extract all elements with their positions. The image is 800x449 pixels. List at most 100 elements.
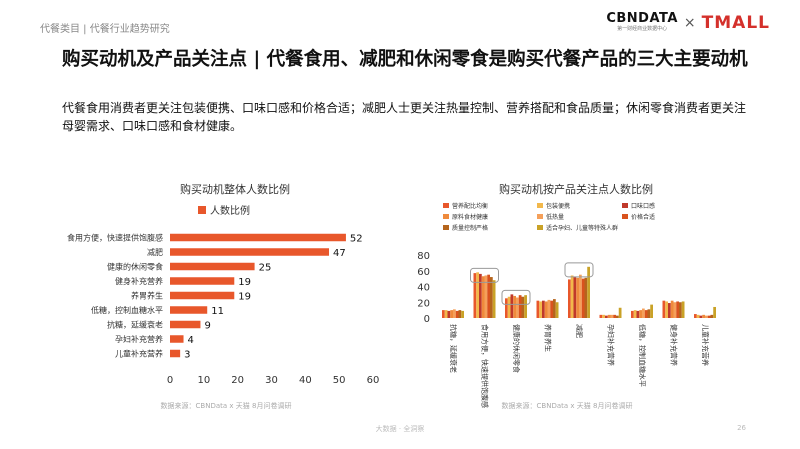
logo-separator: × bbox=[683, 14, 696, 31]
chart1-data-label: 52 bbox=[350, 234, 363, 245]
chart2-legend-swatch bbox=[622, 203, 628, 208]
chart2-bar bbox=[450, 310, 453, 318]
chart1-x-tick-label: 10 bbox=[197, 375, 210, 386]
chart1-legend-swatch bbox=[198, 206, 206, 214]
chart2-bar bbox=[696, 314, 700, 318]
chart2-bar bbox=[444, 310, 448, 318]
chart2-legend-label: 包装便携 bbox=[546, 202, 570, 210]
page-number: 26 bbox=[737, 424, 746, 432]
chart1-data-label: 4 bbox=[188, 335, 194, 346]
chart2-bar bbox=[679, 302, 682, 318]
chart2-legend-label: 适合孕妇、儿童等特殊人群 bbox=[546, 224, 618, 232]
chart2-bar bbox=[607, 314, 611, 318]
chart1-category-label: 食用方便，快速提供饱腹感 bbox=[67, 233, 163, 243]
chart1-title: 购买动机整体人数比例 bbox=[180, 182, 290, 196]
cbndata-logo-text: CBNDATA bbox=[606, 11, 678, 26]
chart2-bar bbox=[579, 274, 582, 318]
chart2-bar bbox=[676, 301, 679, 318]
chart2-bar bbox=[605, 315, 608, 318]
chart1-bar bbox=[170, 349, 181, 358]
chart2-bar bbox=[644, 310, 648, 318]
chart1-data-label: 9 bbox=[204, 321, 210, 332]
chart2-bar bbox=[484, 275, 488, 318]
footer-slogan: 大数据 · 全洞察 bbox=[375, 425, 425, 433]
chart2-legend-label: 口味口感 bbox=[631, 202, 655, 210]
chart2-bar bbox=[550, 300, 553, 318]
chart2-highlight-box bbox=[470, 267, 499, 283]
chart1-legend-label: 人数比例 bbox=[210, 204, 250, 217]
chart1-bar bbox=[170, 262, 255, 271]
chart2-bar bbox=[681, 301, 685, 318]
chart2-highlight-box bbox=[564, 262, 594, 278]
chart2-bar bbox=[518, 295, 522, 318]
chart2-bar bbox=[447, 310, 451, 318]
chart2-bar bbox=[568, 279, 571, 318]
chart2-bar bbox=[510, 294, 514, 318]
chart1-data-label: 11 bbox=[211, 306, 224, 317]
breadcrumb: 代餐类目 | 代餐行业趋势研究 bbox=[40, 24, 170, 35]
chart2-bar bbox=[473, 273, 477, 318]
chart2-legend-swatch bbox=[443, 203, 449, 208]
chart1-x-tick-label: 60 bbox=[367, 375, 380, 386]
chart2-bar bbox=[544, 301, 548, 318]
chart2-bar bbox=[702, 314, 705, 318]
chart2-category-label: 抗糖，延缓衰老 bbox=[449, 324, 458, 373]
chart2-bar bbox=[492, 280, 496, 318]
chart2-bar bbox=[453, 309, 456, 318]
chart2-bar bbox=[650, 304, 653, 318]
chart2-source-note: 数据来源：CBNData x 天猫 8月问卷调研 bbox=[502, 401, 633, 410]
chart2-y-tick-label: 60 bbox=[417, 267, 430, 278]
chart1-bar bbox=[170, 306, 208, 314]
chart2-bar bbox=[481, 276, 485, 318]
chart2-bar bbox=[516, 297, 519, 318]
chart2-bar bbox=[631, 310, 634, 318]
chart2-legend-swatch bbox=[443, 214, 449, 219]
chart2-category-label: 低糖，控制血糖水平 bbox=[638, 324, 647, 387]
chart2-y-tick-label: 40 bbox=[417, 283, 430, 294]
chart2-legend-label: 营养配比均衡 bbox=[452, 202, 488, 210]
chart2-y-tick-label: 20 bbox=[417, 298, 430, 309]
chart2-bar bbox=[581, 278, 585, 318]
chart1-data-label: 19 bbox=[238, 277, 251, 288]
chart2-legend-label: 质量控制严格 bbox=[452, 224, 488, 232]
chart2-bar bbox=[673, 302, 677, 318]
page-subtitle: 代餐食用消费者更关注包装便携、口味口感和价格合适；减肥人士更关注热量控制、营养搭… bbox=[62, 101, 747, 133]
chart2-bar bbox=[576, 277, 579, 318]
chart1-data-label: 25 bbox=[259, 263, 272, 274]
chart2-bar bbox=[710, 314, 714, 318]
chart2-legend-swatch bbox=[537, 203, 543, 208]
chart1-category-label: 健康的休闲零食 bbox=[107, 262, 163, 272]
chart1-category-label: 养胃养生 bbox=[131, 291, 163, 301]
chart1-bar bbox=[170, 277, 235, 285]
chart2-bar bbox=[705, 315, 708, 318]
chart1-bar bbox=[170, 335, 184, 343]
chart1-x-tick-label: 40 bbox=[299, 375, 312, 386]
chart2-bar bbox=[539, 301, 542, 318]
chart2-bar bbox=[616, 315, 619, 318]
chart2-bar bbox=[694, 314, 697, 318]
chart2-bar bbox=[570, 275, 574, 318]
chart2-bar bbox=[584, 277, 588, 318]
chart2-legend-label: 价格合适 bbox=[631, 213, 655, 221]
chart2-category-label: 健康的休闲零食 bbox=[512, 324, 521, 373]
chart2-bar bbox=[458, 310, 462, 318]
chart2-bar bbox=[524, 295, 527, 318]
chart2-bar bbox=[455, 310, 459, 318]
chart2-bar bbox=[699, 315, 703, 318]
chart2-legend-label: 原料食材健康 bbox=[452, 213, 488, 221]
chart2-bar bbox=[487, 274, 490, 318]
chart1-x-tick-label: 20 bbox=[231, 375, 244, 386]
chart2-bar bbox=[573, 277, 577, 318]
chart2-bar bbox=[599, 314, 603, 318]
chart2-bar bbox=[639, 310, 642, 318]
chart2-category-label: 减肥 bbox=[575, 324, 584, 338]
chart2-bar bbox=[442, 310, 445, 318]
chart2-bar bbox=[670, 300, 674, 318]
chart2-bar bbox=[461, 310, 464, 318]
chart2-legend-swatch bbox=[537, 225, 543, 230]
chart2-category-label: 健身补充营养 bbox=[670, 324, 679, 366]
chart1-source-note: 数据来源：CBNData x 天猫 8月问卷调研 bbox=[161, 401, 292, 410]
chart2-category-label: 孕妇补充营养 bbox=[607, 324, 616, 366]
cbndata-logo-subtext: 第一财经商业数据中心 bbox=[617, 26, 668, 32]
chart2-bar bbox=[613, 314, 616, 318]
